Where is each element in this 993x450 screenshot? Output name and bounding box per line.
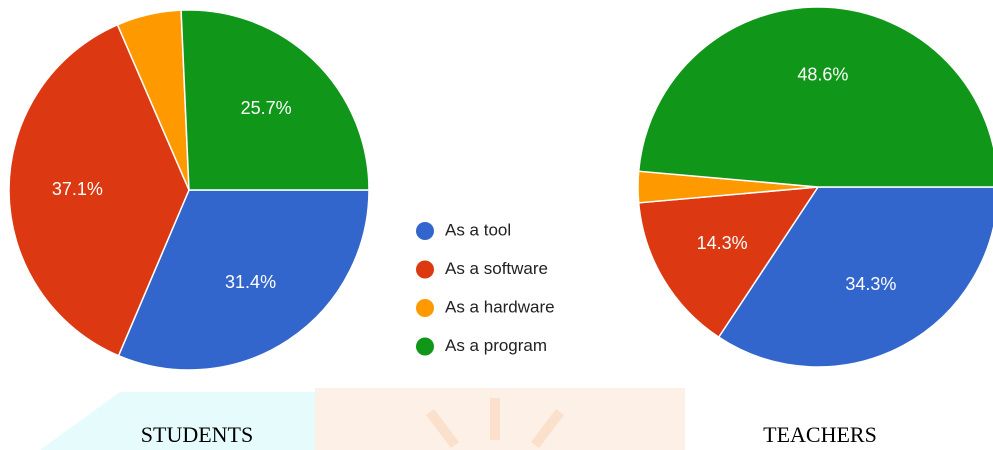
background-shape <box>40 392 315 450</box>
legend-label: As a tool <box>445 220 511 239</box>
slice-label: 37.1% <box>52 179 103 199</box>
slice-label: 48.6% <box>797 64 848 84</box>
slice-label: 14.3% <box>697 233 748 253</box>
pie-slice <box>8 23 190 357</box>
pie-title: STUDENTS <box>141 422 253 447</box>
pie-slice <box>637 6 993 188</box>
legend-swatch <box>416 260 434 279</box>
pie-slice <box>117 189 370 371</box>
legend-label: As a hardware <box>445 297 555 316</box>
watermark <box>426 398 564 449</box>
pie-slice <box>637 186 820 339</box>
pie-title: TEACHERS <box>763 422 877 447</box>
legend-swatch <box>416 299 434 317</box>
legend-label: As a program <box>445 336 547 355</box>
pie-slice <box>180 9 370 191</box>
slice-label: 34.3% <box>845 274 896 294</box>
legend-swatch <box>416 222 434 240</box>
legend-swatch <box>416 337 434 356</box>
slice-label: 31.4% <box>225 272 276 292</box>
pie-slice <box>717 186 993 368</box>
legend-label: As a software <box>445 259 548 278</box>
slice-label: 25.7% <box>241 98 292 118</box>
